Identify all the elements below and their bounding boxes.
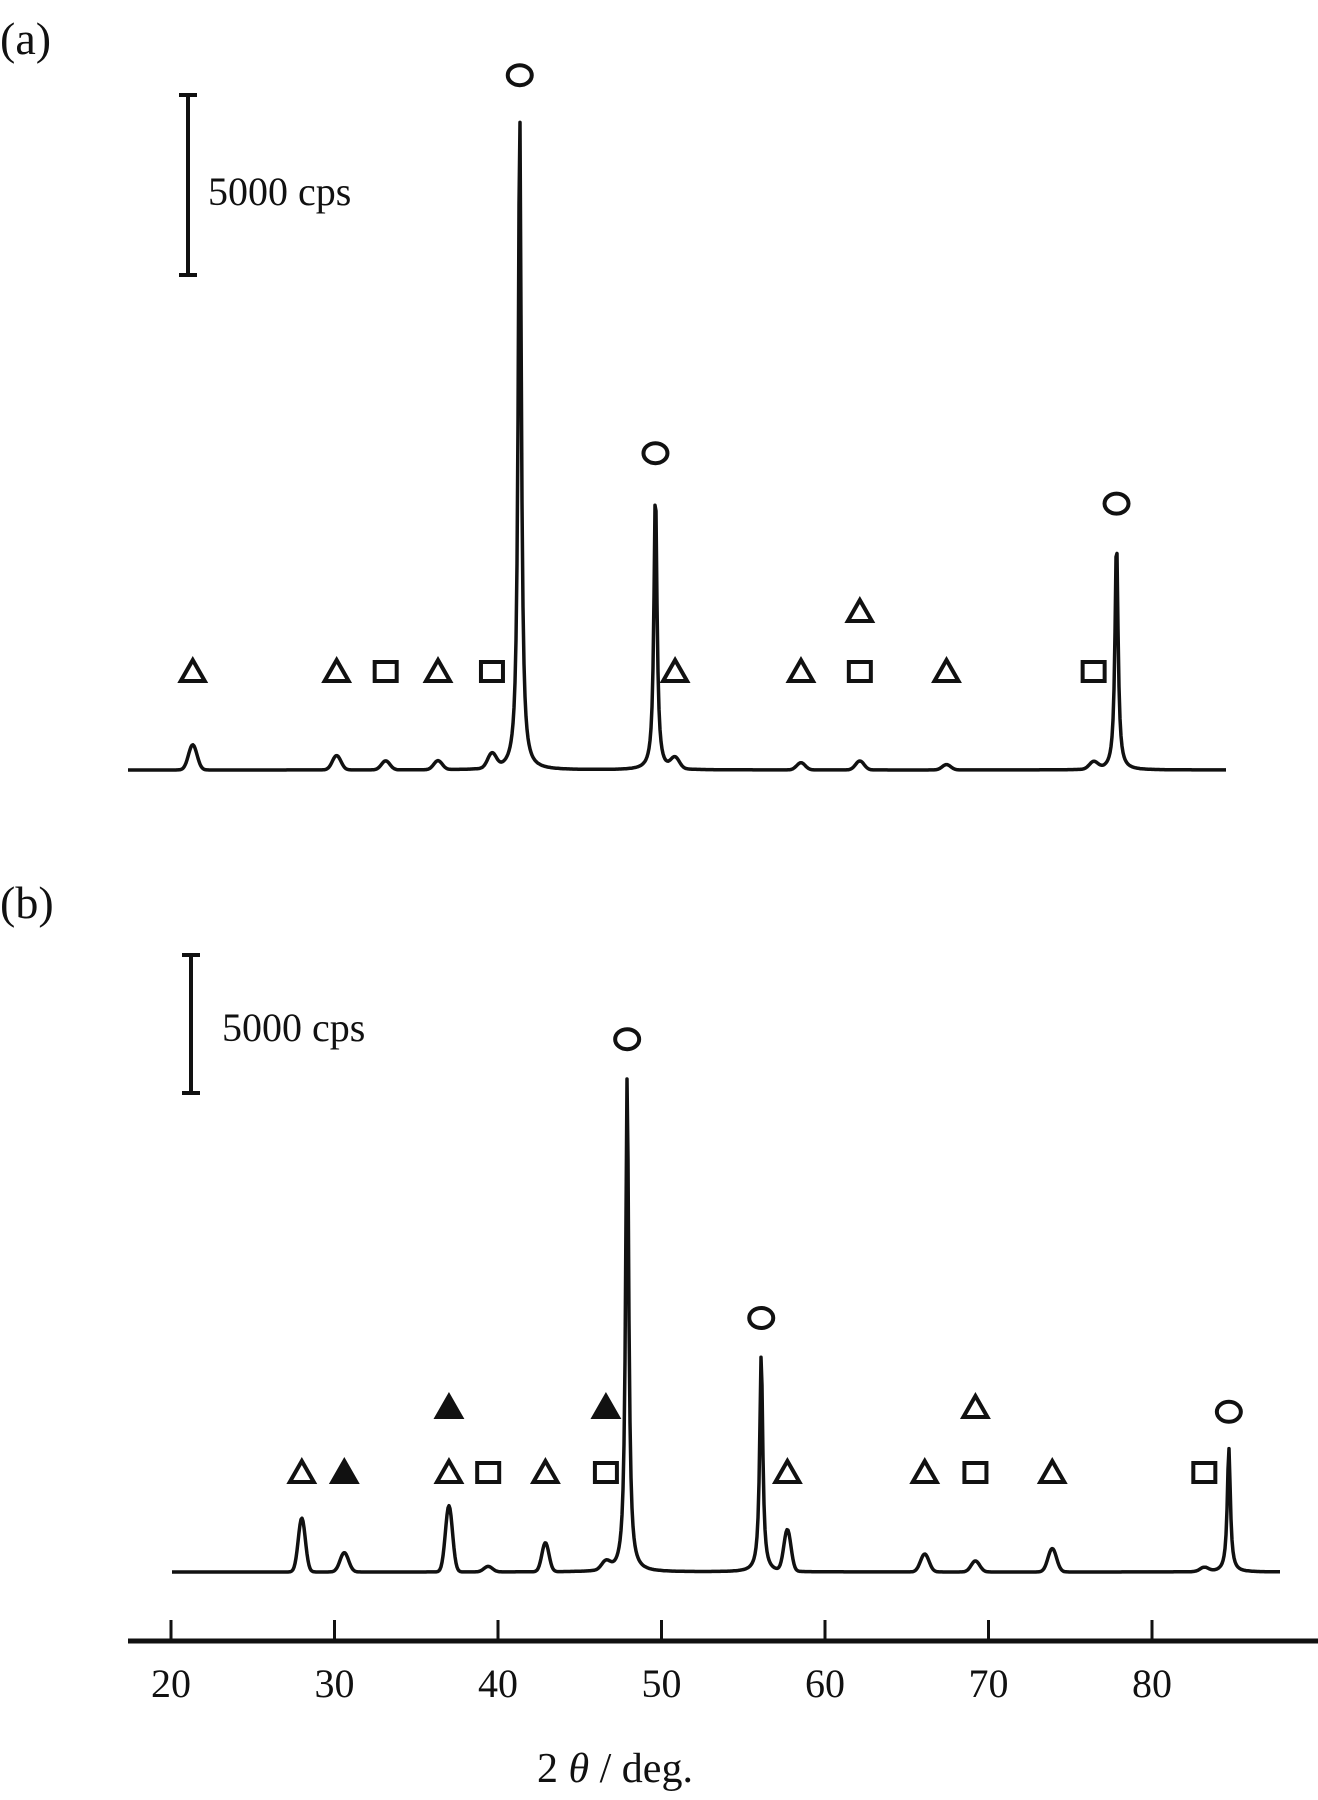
open-circle-marker-icon (505, 63, 534, 88)
open-triangle-marker-icon (529, 1456, 561, 1484)
x-tick-label: 40 (478, 1661, 518, 1706)
theta-symbol: θ (568, 1746, 590, 1792)
open-square-marker-icon (1080, 660, 1107, 683)
open-triangle-marker-icon (785, 655, 817, 683)
open-circle-marker-icon (613, 1027, 642, 1052)
panel-b-label: (b) (0, 877, 54, 928)
open-triangle-marker-icon (286, 1456, 318, 1484)
open-triangle-marker-icon (909, 1456, 941, 1484)
scale-bar-b-label: 5000 cps (222, 1005, 366, 1050)
x-axis-title-prefix: 2 (537, 1746, 558, 1792)
x-tick-label: 60 (805, 1661, 845, 1706)
open-triangle-marker-icon (771, 1456, 803, 1484)
filled-triangle-marker-icon (590, 1391, 622, 1419)
xrd-trace-a (127, 120, 1227, 772)
scale-bar-a (179, 93, 197, 277)
open-square-marker-icon (478, 660, 505, 683)
open-square-marker-icon (846, 660, 873, 683)
open-circle-marker-icon (1102, 491, 1131, 516)
open-triangle-marker-icon (433, 1456, 465, 1484)
open-triangle-marker-icon (659, 655, 691, 683)
x-tick-label: 30 (314, 1661, 355, 1706)
open-triangle-marker-icon (959, 1391, 991, 1419)
scale-bar-a-label: 5000 cps (208, 169, 352, 214)
open-circle-marker-icon (747, 1305, 776, 1330)
x-tick-label: 70 (968, 1661, 1009, 1706)
filled-triangle-marker-icon (433, 1391, 465, 1419)
x-tick-label: 80 (1132, 1661, 1172, 1706)
x-axis-title: 2 θ / deg. (537, 1748, 693, 1790)
open-triangle-marker-icon (1036, 1456, 1068, 1484)
open-square-marker-icon (1191, 1461, 1218, 1484)
scale-bar-b (182, 953, 200, 1095)
x-tick-label: 20 (151, 1661, 191, 1706)
phase-markers (177, 63, 1243, 1484)
panel-a-label: (a) (0, 13, 52, 64)
open-triangle-marker-icon (321, 655, 353, 683)
open-triangle-marker-icon (177, 655, 209, 683)
open-square-marker-icon (592, 1461, 619, 1484)
open-circle-marker-icon (641, 441, 670, 466)
xrd-trace-b (171, 1077, 1281, 1574)
x-tick-label: 50 (641, 1661, 682, 1706)
open-triangle-marker-icon (931, 655, 962, 683)
open-triangle-marker-icon (422, 655, 454, 683)
open-square-marker-icon (475, 1461, 502, 1484)
filled-triangle-marker-icon (328, 1456, 360, 1484)
x-axis (128, 1620, 1318, 1644)
x-axis-title-suffix: / deg. (589, 1746, 693, 1792)
open-triangle-marker-icon (844, 595, 876, 623)
open-square-marker-icon (372, 660, 399, 683)
open-square-marker-icon (962, 1461, 989, 1484)
open-circle-marker-icon (1214, 1399, 1243, 1424)
